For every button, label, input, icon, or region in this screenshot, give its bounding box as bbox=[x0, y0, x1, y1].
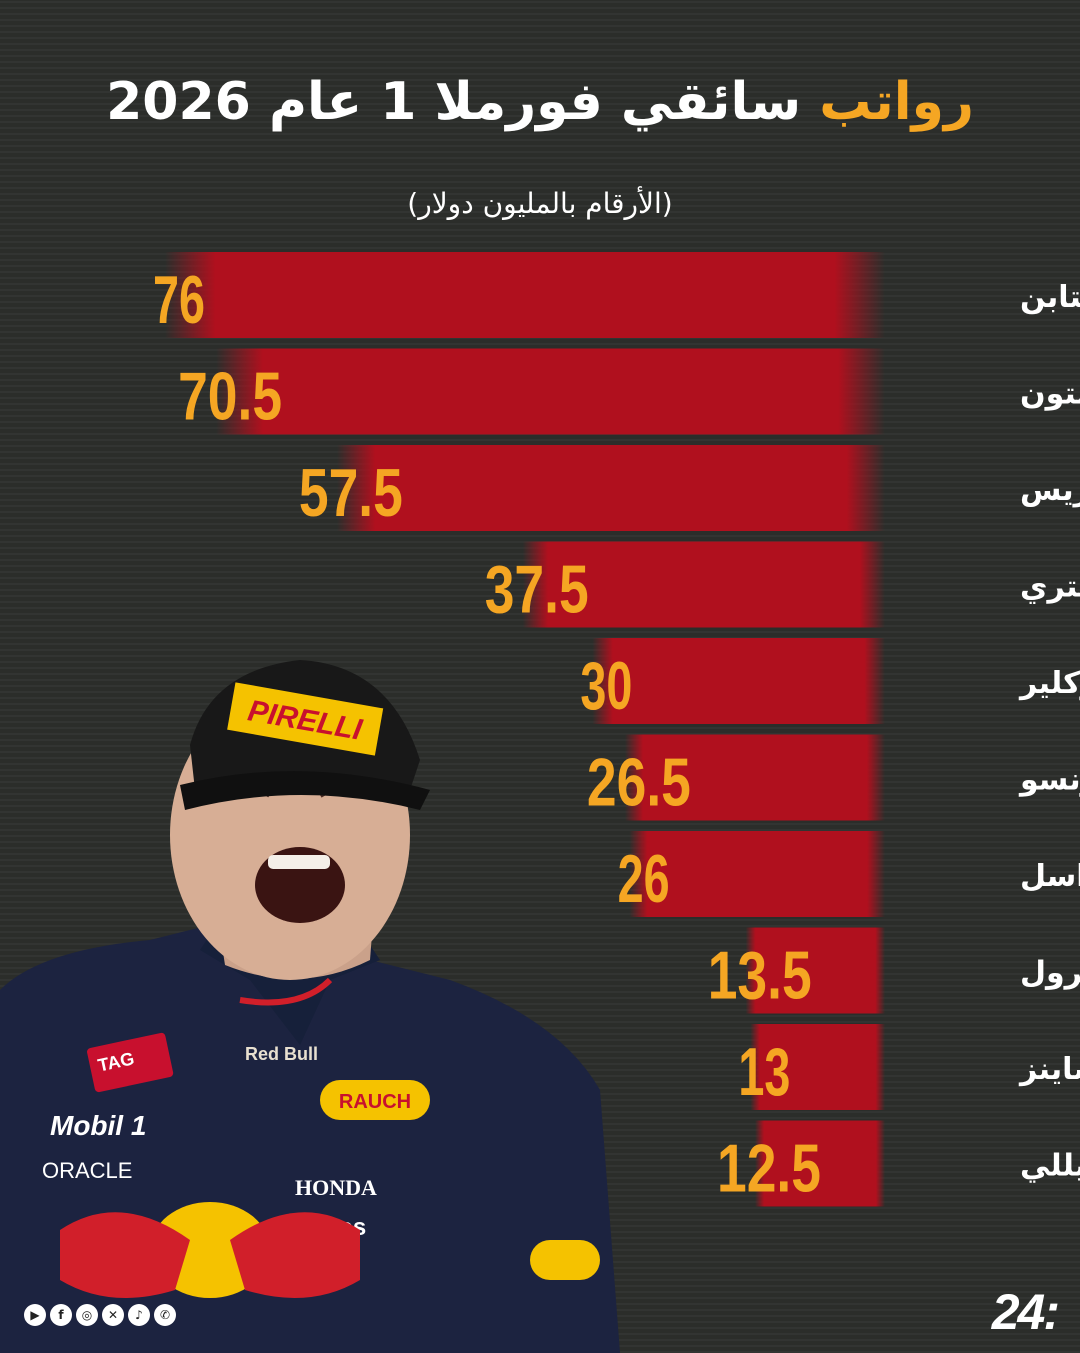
svg-text:Mobil 1: Mobil 1 bbox=[50, 1110, 146, 1141]
bar-3 bbox=[522, 541, 885, 628]
svg-text:RAUCH: RAUCH bbox=[339, 1091, 411, 1113]
driver-name-label: جورج راسل bbox=[1020, 859, 1080, 894]
facebook-icon[interactable]: f bbox=[50, 1304, 72, 1326]
driver-name-label: فرناندو ألونسو bbox=[1018, 760, 1080, 798]
bar-9 bbox=[755, 1120, 885, 1207]
title-rest: سائقي فورملا 1 عام 2026 bbox=[106, 72, 802, 132]
driver-name-label: كيمي أنتونيللي bbox=[1020, 1146, 1080, 1184]
driver-name-label: كارلوس ساينز bbox=[1018, 1052, 1080, 1087]
driver-name-label: أوسكار بياستري bbox=[1020, 567, 1080, 605]
bar-2 bbox=[336, 445, 885, 531]
driver-portrait: PIRELLI TAG Mobil 1 ORACLE Red Bull RAUC… bbox=[0, 660, 620, 1353]
driver-name-label: لويس هاميلتون bbox=[1020, 377, 1080, 412]
driver-name-label: تشارلز لوكلير bbox=[1018, 666, 1080, 701]
chart-subtitle: (الأرقام بالمليون دولار) bbox=[407, 187, 673, 220]
driver-name-label: ماكس فيرستابن bbox=[1020, 280, 1080, 315]
bar-1 bbox=[216, 348, 885, 435]
brand-logo: 24: bbox=[991, 1284, 1060, 1340]
instagram-icon[interactable]: ◎ bbox=[76, 1304, 98, 1326]
tiktok-icon[interactable]: ♪ bbox=[128, 1304, 150, 1326]
salary-value-label: 57.5 bbox=[299, 455, 403, 531]
bar-8 bbox=[750, 1024, 885, 1110]
whatsapp-icon[interactable]: ✆ bbox=[154, 1304, 176, 1326]
salary-value-label: 26.5 bbox=[587, 745, 691, 821]
bar-4 bbox=[592, 638, 885, 724]
social-icons: ▶ f ◎ ✕ ♪ ✆ bbox=[24, 1304, 176, 1326]
salary-value-label: 13 bbox=[738, 1034, 790, 1110]
salary-value-label: 12.5 bbox=[717, 1131, 821, 1207]
bar-0 bbox=[165, 252, 885, 338]
driver-name-label: لانس سترول bbox=[1020, 956, 1080, 991]
bar-5 bbox=[624, 734, 885, 821]
svg-text:ORACLE: ORACLE bbox=[42, 1158, 132, 1183]
bar-6 bbox=[629, 831, 885, 917]
salary-value-label: 37.5 bbox=[485, 552, 589, 628]
bar-7 bbox=[745, 927, 885, 1014]
title-accent: رواتب bbox=[819, 72, 974, 132]
salary-value-label: 30 bbox=[580, 648, 632, 724]
svg-text:HONDA: HONDA bbox=[295, 1175, 377, 1200]
x-icon[interactable]: ✕ bbox=[102, 1304, 124, 1326]
svg-text:Red Bull: Red Bull bbox=[245, 1044, 318, 1064]
salary-value-label: 26 bbox=[618, 841, 670, 917]
salary-value-label: 76 bbox=[153, 262, 205, 338]
salary-value-label: 70.5 bbox=[178, 359, 282, 435]
salary-value-label: 13.5 bbox=[708, 938, 812, 1014]
driver-name-label: لاندو نوريس bbox=[1020, 473, 1080, 508]
youtube-icon[interactable]: ▶ bbox=[24, 1304, 46, 1326]
page-title: رواتب سائقي فورملا 1 عام 2026 bbox=[0, 62, 1080, 142]
